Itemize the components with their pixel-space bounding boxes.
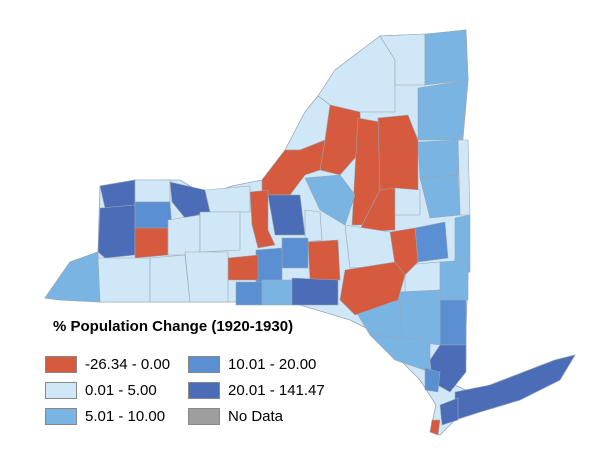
county-ontario xyxy=(199,211,241,253)
county-orleans xyxy=(134,179,171,203)
legend-swatch xyxy=(45,407,77,425)
legend-item-decline: -26.34 - 0.00 xyxy=(45,354,170,374)
legend-label: 10.01 - 20.00 xyxy=(228,355,317,373)
legend-item-no-data: No Data xyxy=(188,406,283,426)
county-nassau-suffolk xyxy=(454,354,576,421)
county-seneca xyxy=(267,194,306,236)
legend-label: 0.01 - 5.00 xyxy=(85,381,157,399)
county-allegany xyxy=(149,254,191,303)
county-franklin xyxy=(379,33,426,86)
county-montgomery xyxy=(304,209,323,243)
county-orange xyxy=(369,334,431,373)
county-tompkins xyxy=(255,247,283,283)
legend-title: % Population Change (1920-1930) xyxy=(53,318,294,335)
legend-label: 20.01 - 141.47 xyxy=(228,381,325,399)
county-saratoga xyxy=(419,174,461,219)
county-genesee xyxy=(134,201,173,229)
county-erie xyxy=(97,204,136,259)
legend-item-low: 0.01 - 5.00 xyxy=(45,380,157,400)
county-tioga xyxy=(227,254,259,281)
county-tioga-south xyxy=(291,277,339,306)
legend-item-high: 10.01 - 20.00 xyxy=(188,354,316,374)
county-onondaga xyxy=(304,174,356,226)
county-queens xyxy=(439,397,459,426)
county-essex xyxy=(417,79,469,141)
county-wayne xyxy=(204,185,251,213)
county-rockland xyxy=(424,367,441,393)
legend-swatch xyxy=(188,407,220,425)
legend-label: No Data xyxy=(228,407,284,425)
county-washington xyxy=(457,139,471,216)
county-wyoming xyxy=(134,227,169,259)
legend-swatch xyxy=(188,381,220,399)
county-monroe xyxy=(169,181,211,219)
county-cortland xyxy=(281,237,309,269)
legend-label: -26.34 - 0.00 xyxy=(85,355,171,373)
legend-swatch xyxy=(45,381,77,399)
county-fulton xyxy=(394,187,421,216)
legend-swatch xyxy=(45,355,77,373)
legend-item-medium: 5.01 - 10.00 xyxy=(45,406,165,426)
county-cayuga xyxy=(249,189,276,249)
legend-swatch xyxy=(188,355,220,373)
county-chemung xyxy=(235,281,263,306)
county-columbia xyxy=(439,259,469,301)
county-clinton xyxy=(424,29,469,86)
county-livingston xyxy=(167,214,201,256)
legend-item-very-high: 20.01 - 141.47 xyxy=(188,380,325,400)
county-hamilton xyxy=(377,114,419,191)
county-cattaraugus xyxy=(97,257,151,303)
legend-label: 5.01 - 10.00 xyxy=(85,407,166,425)
county-steuben xyxy=(184,251,229,303)
county-richmond xyxy=(429,419,441,436)
county-warren xyxy=(417,139,463,179)
county-st-lawrence xyxy=(317,35,396,113)
county-niagara xyxy=(99,179,136,209)
county-dutchess xyxy=(439,299,467,346)
county-otsego xyxy=(344,224,396,269)
county-chautauqua xyxy=(44,251,101,303)
county-ulster xyxy=(397,289,441,346)
county-chenango xyxy=(307,239,341,281)
county-broome xyxy=(261,279,293,306)
county-delaware xyxy=(339,261,406,316)
county-albany xyxy=(414,221,449,263)
